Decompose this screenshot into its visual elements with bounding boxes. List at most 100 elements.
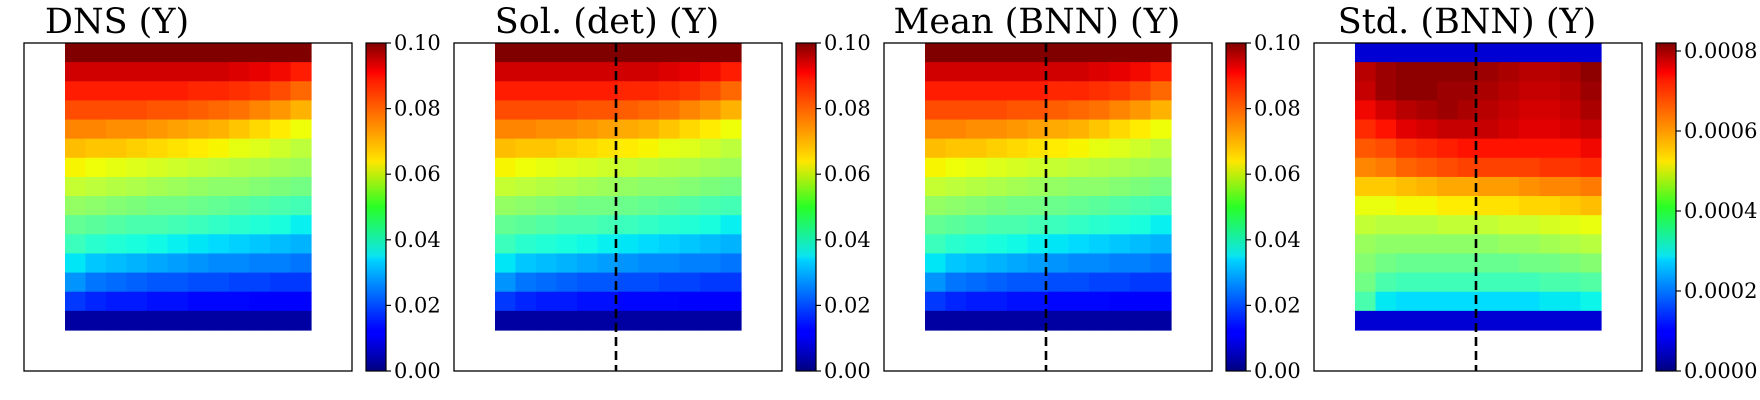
heatmap-cell <box>126 119 148 140</box>
heatmap-cell <box>290 310 312 331</box>
heatmap-cell <box>577 138 599 159</box>
heatmap-cell <box>229 157 251 178</box>
heatmap-cell <box>720 157 742 178</box>
heatmap-cell <box>1109 62 1131 82</box>
heatmap-cell <box>167 176 189 197</box>
heatmap-cell <box>85 234 107 255</box>
heatmap-cell <box>515 138 537 159</box>
heatmap-cell <box>945 310 967 331</box>
heatmap-cell <box>1375 176 1397 197</box>
heatmap-cell <box>1068 81 1090 101</box>
heatmap-cell <box>700 234 722 255</box>
heatmap-cell <box>1437 196 1459 216</box>
heatmap-cell <box>495 215 517 235</box>
heatmap-cell <box>700 81 722 101</box>
heatmap-cell <box>65 138 87 159</box>
heatmap-cell <box>1539 81 1561 101</box>
heatmap-cell <box>1027 310 1049 331</box>
heatmap-cell <box>1457 291 1479 312</box>
heatmap-cell <box>270 81 292 101</box>
heatmap-cell <box>147 100 169 121</box>
heatmap-cell <box>1130 253 1152 274</box>
heatmap-cell <box>249 234 271 255</box>
heatmap-cell <box>1396 157 1418 178</box>
heatmap-cell <box>700 43 722 63</box>
heatmap-cell <box>1478 253 1500 274</box>
heatmap-cell <box>659 81 681 101</box>
heatmap-cell <box>1068 138 1090 159</box>
heatmap-cell <box>229 196 251 216</box>
heatmap-cell <box>1048 310 1070 331</box>
heatmap-cell <box>1355 310 1377 331</box>
heatmap-cell <box>1437 138 1459 159</box>
heatmap-cell <box>1478 81 1500 101</box>
heatmap-cell <box>1375 215 1397 235</box>
heatmap-cell <box>986 234 1008 255</box>
heatmap-cell <box>1375 62 1397 82</box>
heatmap-cell <box>986 100 1008 121</box>
heatmap-cell <box>577 119 599 140</box>
heatmap-cell <box>1396 100 1418 121</box>
heatmap-cell <box>1109 43 1131 63</box>
heatmap-cell <box>679 119 701 140</box>
heatmap-cell <box>1130 272 1152 293</box>
heatmap-cell <box>1457 253 1479 274</box>
chart-title: DNS (Y) <box>45 2 189 42</box>
heatmap-cell <box>1580 291 1602 312</box>
heatmap-cell <box>515 81 537 101</box>
heatmap-cell <box>945 253 967 274</box>
heatmap-cell <box>720 291 742 312</box>
heatmap-cell <box>1007 215 1029 235</box>
heatmap-cell <box>229 100 251 121</box>
heatmap-cell <box>495 196 517 216</box>
heatmap-cell <box>536 196 558 216</box>
heatmap-cell <box>1457 119 1479 140</box>
heatmap-cell <box>536 119 558 140</box>
heatmap-cell <box>1519 81 1541 101</box>
heatmap-cell <box>659 196 681 216</box>
heatmap-cell <box>167 119 189 140</box>
heatmap-cell <box>147 43 169 63</box>
chart-title: Sol. (det) (Y) <box>495 2 720 42</box>
heatmap-cell <box>1109 176 1131 197</box>
heatmap-cell <box>597 196 619 216</box>
heatmap-cell <box>1027 196 1049 216</box>
heatmap-cell <box>147 234 169 255</box>
heatmap-cell <box>1519 310 1541 331</box>
heatmap-cell <box>556 291 578 312</box>
heatmap-cell <box>1089 43 1111 63</box>
heatmap-cell <box>270 196 292 216</box>
heatmap-cell <box>1027 119 1049 140</box>
heatmap-cell <box>229 253 251 274</box>
heatmap-cell <box>1457 43 1479 63</box>
heatmap-cell <box>270 176 292 197</box>
heatmap-cell <box>597 43 619 63</box>
heatmap-cell <box>1027 62 1049 82</box>
heatmap-cell <box>618 272 640 293</box>
heatmap-cell <box>597 138 619 159</box>
colorbar-tick-label: 0.06 <box>394 162 441 186</box>
heatmap-cell <box>1130 81 1152 101</box>
heatmap-cell <box>147 176 169 197</box>
colorbar-frame <box>1655 42 1677 372</box>
heatmap-cell <box>65 62 87 82</box>
heatmap-cell <box>85 196 107 216</box>
heatmap-cell <box>1027 291 1049 312</box>
heatmap-cell <box>1048 176 1070 197</box>
heatmap-cell <box>1478 272 1500 293</box>
heatmap-cell <box>679 253 701 274</box>
heatmap-cell <box>1375 234 1397 255</box>
heatmap-cell <box>106 43 128 63</box>
heatmap-cell <box>249 310 271 331</box>
heatmap-cell <box>577 253 599 274</box>
heatmap-cell <box>966 119 988 140</box>
heatmap-cell <box>208 157 230 178</box>
heatmap-cell <box>1539 119 1561 140</box>
heatmap-cell <box>1519 62 1541 82</box>
heatmap-cell <box>208 119 230 140</box>
heatmap-cell <box>1375 310 1397 331</box>
heatmap-cell <box>1355 138 1377 159</box>
heatmap-cell <box>270 310 292 331</box>
heatmap-cell <box>986 62 1008 82</box>
heatmap-cell <box>270 253 292 274</box>
